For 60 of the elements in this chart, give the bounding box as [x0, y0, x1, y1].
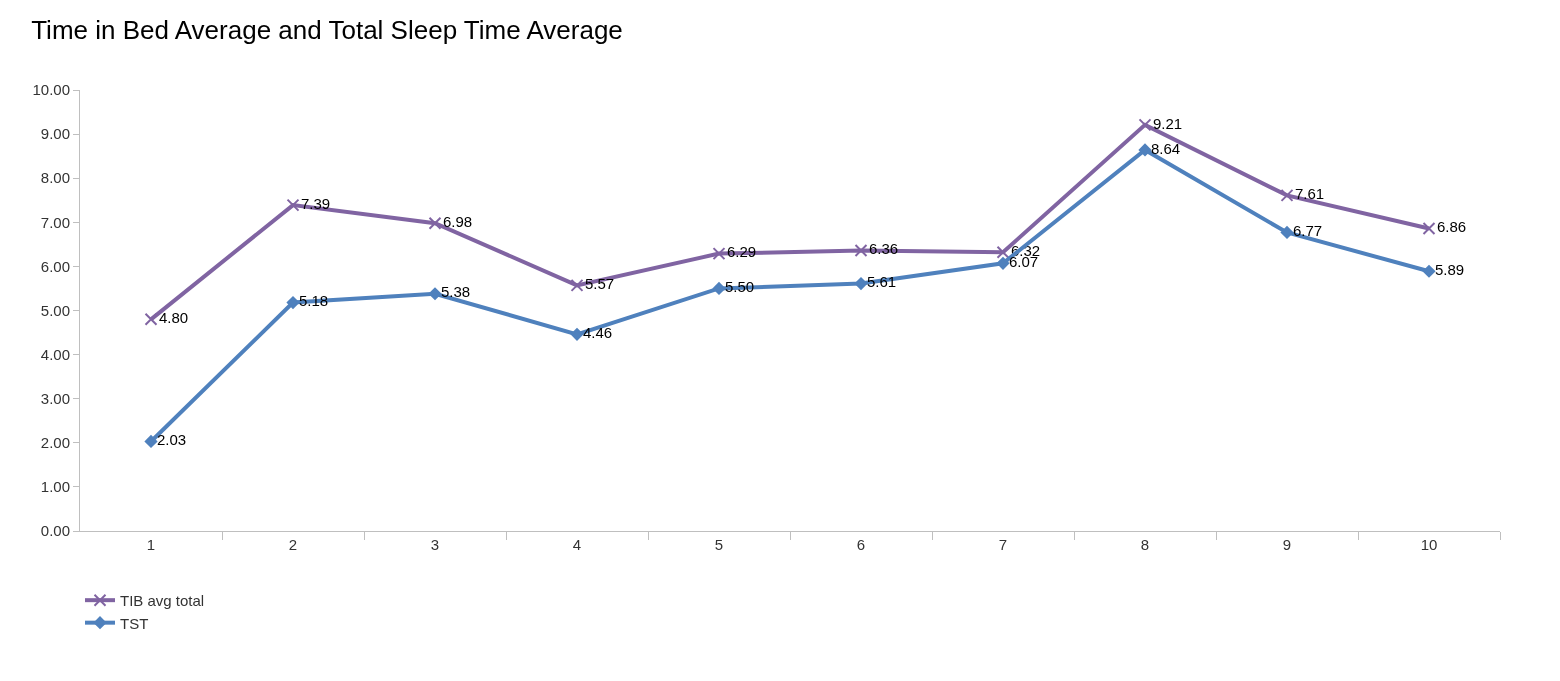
point	[428, 287, 442, 300]
point	[712, 247, 726, 261]
point	[1422, 221, 1436, 235]
data-label: 7.61	[1294, 185, 1325, 203]
y-tick-label: 1.00	[40, 478, 70, 496]
point	[286, 296, 300, 309]
point	[1280, 188, 1294, 202]
data-label: 6.36	[868, 240, 899, 258]
legend-label: TST	[120, 614, 149, 632]
y-tick-label: 5.00	[40, 301, 70, 319]
chart-title: Time in Bed Average and Total Sleep Time Average	[31, 14, 623, 45]
point	[854, 277, 868, 290]
data-label: 6.29	[726, 243, 757, 261]
x-tick-label: 6	[856, 536, 866, 553]
x-tick-label: 9	[1282, 536, 1292, 553]
data-label: 6.86	[1436, 218, 1467, 236]
data-label: 2.03	[157, 431, 187, 449]
point	[1280, 226, 1294, 239]
point	[144, 435, 158, 448]
x-tick-label: 10	[1420, 536, 1438, 553]
point	[570, 278, 584, 292]
x-tick-label: 1	[146, 536, 156, 553]
point	[996, 257, 1010, 270]
y-tick-label: 0.00	[40, 522, 70, 540]
point	[144, 312, 158, 326]
data-label: 6.77	[1293, 222, 1323, 240]
y-tick-label: 10.00	[32, 81, 70, 99]
data-label: 6.98	[442, 212, 473, 230]
x-tick-label: 4	[572, 536, 582, 553]
x-tick-label: 2	[288, 536, 298, 553]
point	[1138, 143, 1152, 157]
y-tick-label: 9.00	[40, 125, 70, 143]
y-tick-label: 6.00	[40, 257, 70, 275]
data-label: 4.80	[158, 309, 189, 327]
x-tick-label: 5	[714, 536, 724, 553]
data-label: 5.38	[441, 283, 471, 301]
point	[286, 198, 300, 212]
data-label: 5.50	[725, 278, 755, 296]
data-label: 5.89	[1435, 261, 1465, 278]
data-label: 5.61	[867, 273, 897, 291]
point	[996, 245, 1010, 259]
x-tick-label: 3	[430, 536, 440, 553]
point	[854, 244, 868, 258]
legend-label: TIB avg total	[120, 592, 205, 610]
y-tick-label: 4.00	[40, 345, 70, 363]
data-label: 8.64	[1151, 139, 1181, 157]
data-label: 4.46	[583, 324, 613, 342]
y-tick-label: 8.00	[40, 169, 70, 187]
y-tick-label: 3.00	[40, 389, 70, 407]
point	[1422, 265, 1436, 278]
x-tick-label: 8	[1140, 536, 1150, 553]
point	[712, 282, 726, 295]
data-label: 5.18	[299, 292, 329, 310]
y-tick-label: 7.00	[40, 213, 70, 231]
point	[428, 216, 442, 230]
y-tick-label: 2.00	[40, 434, 70, 452]
point	[1138, 118, 1152, 132]
data-label: 9.21	[1152, 114, 1183, 132]
point	[570, 328, 584, 341]
x-tick-label: 7	[998, 536, 1008, 553]
